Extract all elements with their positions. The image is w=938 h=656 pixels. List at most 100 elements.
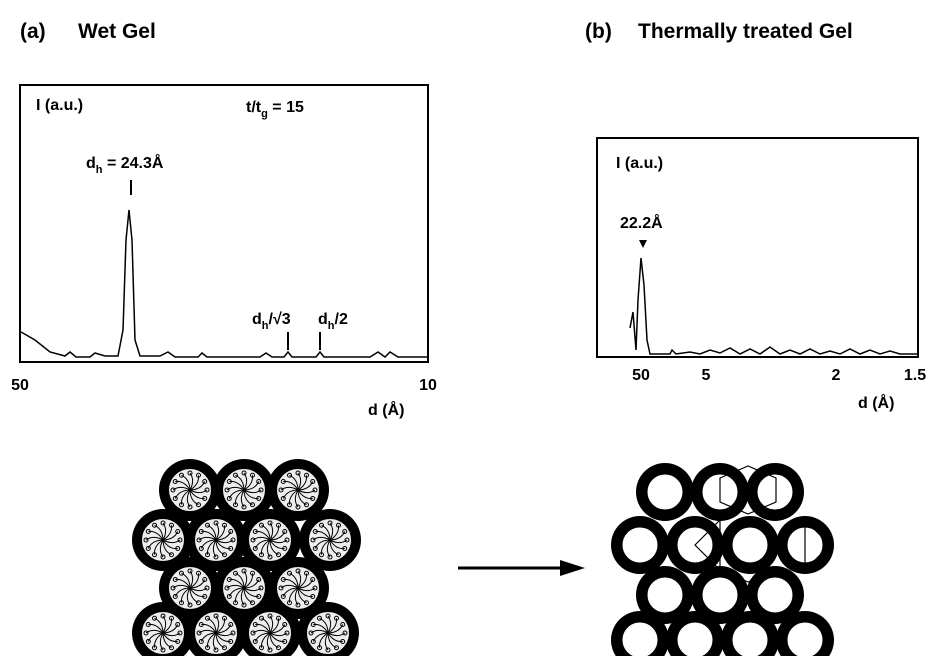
head [317, 645, 322, 651]
cylinder-packing [611, 463, 834, 656]
head [342, 546, 348, 551]
head [241, 568, 247, 574]
head [259, 615, 264, 621]
head [327, 520, 333, 526]
surfactant [180, 489, 191, 505]
annotation: t/tg = 15 [246, 99, 304, 120]
surfactant [198, 629, 217, 634]
surfactant [215, 615, 220, 634]
surfactant [189, 579, 206, 589]
head [233, 600, 238, 606]
surfactant [310, 629, 329, 634]
head [256, 496, 262, 501]
head [319, 522, 324, 528]
surfactant [269, 522, 274, 541]
surfactant [280, 486, 299, 491]
head [228, 639, 234, 644]
head [160, 613, 166, 619]
head [187, 470, 193, 476]
surfactant [327, 632, 343, 643]
y-label: I (a.u.) [36, 97, 83, 114]
surfactant [186, 489, 191, 508]
surfactant [189, 587, 205, 598]
surfactant [153, 632, 164, 648]
head [310, 577, 316, 582]
surfactant [318, 632, 329, 648]
head [284, 630, 290, 636]
head [241, 470, 247, 476]
surfactant [297, 489, 307, 506]
head [250, 537, 256, 543]
head [310, 622, 316, 627]
head [213, 554, 219, 560]
surfactant [297, 587, 316, 592]
surfactant [186, 587, 191, 606]
head [196, 472, 201, 478]
surfactant [243, 489, 253, 506]
circle [727, 522, 773, 568]
surfactant [297, 472, 302, 491]
x-tick-label: 5 [702, 367, 711, 384]
surfactant [297, 587, 313, 598]
surfactant [206, 632, 217, 648]
head [143, 630, 149, 636]
circle [727, 617, 773, 656]
surfactant [260, 539, 271, 555]
head [304, 502, 309, 508]
x-tick-label: 1.5 [904, 367, 926, 384]
surfactant [261, 617, 271, 634]
head [342, 630, 348, 636]
circle [782, 617, 828, 656]
head [145, 546, 151, 551]
panel-label: (b) [585, 20, 612, 43]
head [169, 522, 174, 528]
surfactant [297, 489, 313, 500]
head [228, 546, 234, 551]
surfactant [189, 587, 208, 592]
head [175, 546, 181, 551]
head [213, 613, 219, 619]
head [310, 537, 316, 543]
head [252, 529, 258, 534]
head [280, 594, 286, 599]
head [282, 622, 288, 627]
head [205, 645, 210, 651]
surfactant [154, 617, 164, 634]
surfactant [312, 632, 329, 642]
head [175, 622, 181, 627]
head [202, 479, 208, 484]
head [233, 472, 238, 478]
surfactant [226, 584, 245, 589]
head [241, 504, 247, 510]
head [256, 479, 262, 484]
head [304, 570, 309, 576]
head [259, 522, 264, 528]
head [259, 552, 264, 558]
head [295, 568, 301, 574]
surfactant [148, 530, 164, 541]
head [308, 630, 314, 636]
head [205, 552, 210, 558]
surfactant [207, 617, 217, 634]
head [252, 639, 258, 644]
surfactant [283, 578, 299, 589]
head [169, 552, 174, 558]
head [310, 594, 316, 599]
surfactant [189, 489, 205, 500]
head [169, 615, 174, 621]
surfactant [180, 587, 191, 603]
surfactant [327, 615, 332, 634]
head [282, 529, 288, 534]
surfactant [215, 632, 231, 643]
head [172, 577, 178, 582]
annotation: dh/√3 [252, 311, 291, 332]
head [187, 602, 193, 608]
surfactant [243, 573, 254, 589]
surfactant [289, 572, 299, 589]
surfactant [327, 632, 346, 637]
head [187, 504, 193, 510]
surfactant [200, 539, 217, 549]
surfactant [154, 524, 164, 541]
head [258, 487, 264, 493]
head [196, 537, 202, 543]
